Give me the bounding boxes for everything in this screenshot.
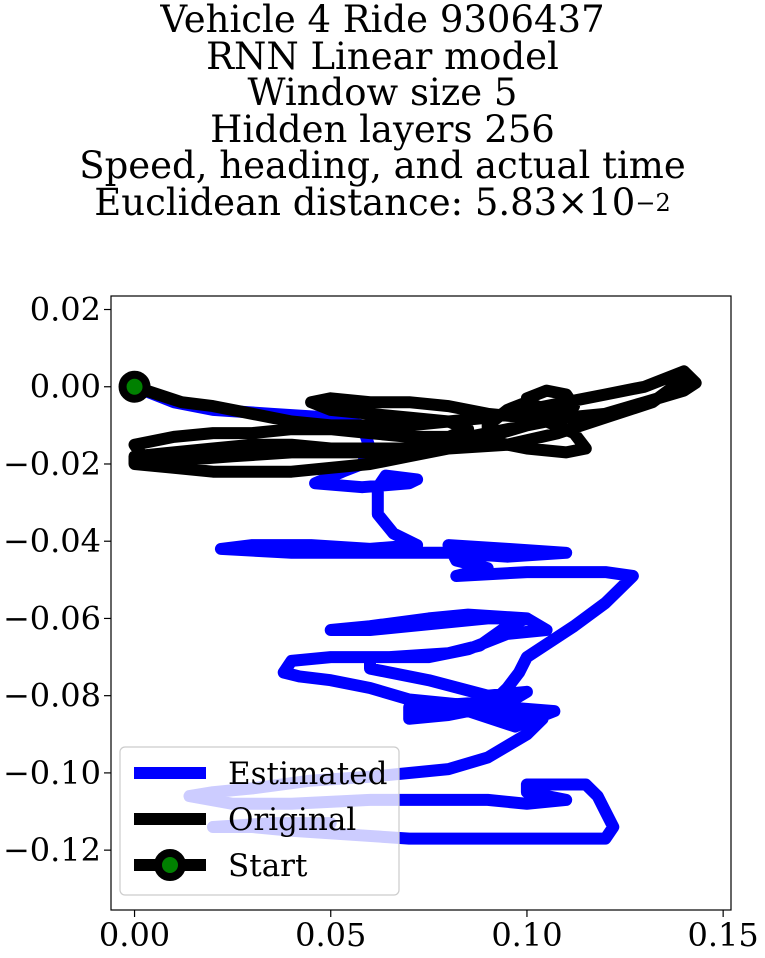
series-line-estimated bbox=[128, 380, 639, 845]
distance-times: × bbox=[557, 180, 589, 224]
y-tick-label: 0.00 bbox=[30, 368, 101, 406]
y-tick-label: 0.02 bbox=[30, 291, 101, 329]
y-tick-label: −0.08 bbox=[3, 677, 101, 715]
y-tick-label: −0.06 bbox=[3, 599, 101, 637]
ticks-layer: 0.00 0.05 0.10 0.15 0.02 0.00 −0.02 −0.04 −0.06 −… bbox=[3, 291, 759, 954]
legend-label-original: Original bbox=[228, 802, 356, 838]
title-line-vehicle: Vehicle 4 Ride 9306437 bbox=[160, 0, 605, 41]
distance-label: Euclidean distance: bbox=[94, 180, 475, 224]
y-tick-label: −0.02 bbox=[3, 445, 101, 483]
start-marker bbox=[118, 370, 151, 403]
title-line-distance: Euclidean distance: 5.83×10−2 bbox=[0, 184, 765, 226]
distance-exponent: −2 bbox=[635, 188, 671, 217]
title-line-features: Speed, heading, and actual time bbox=[79, 144, 686, 187]
distance-base: 10 bbox=[588, 180, 636, 224]
y-tick-label: −0.10 bbox=[3, 754, 101, 792]
legend: Estimated Original Start bbox=[119, 746, 400, 896]
series-layer bbox=[118, 365, 702, 845]
x-tick-label: 0.10 bbox=[491, 916, 562, 954]
legend-box bbox=[119, 746, 400, 896]
title-line-hidden-layers: Hidden layers 256 bbox=[210, 107, 555, 151]
y-tick-label: −0.04 bbox=[3, 522, 101, 560]
title-line-model: RNN Linear model bbox=[206, 34, 559, 78]
title-line-window: Window size 5 bbox=[247, 71, 518, 114]
x-tick-label: 0.15 bbox=[688, 916, 759, 954]
x-tick-label: 0.00 bbox=[99, 916, 170, 954]
plot-frame bbox=[110, 295, 732, 911]
y-tick-label: −0.12 bbox=[3, 831, 101, 869]
legend-label-estimated: Estimated bbox=[228, 756, 387, 792]
series-line-original bbox=[128, 365, 702, 478]
chart-title: Vehicle 4 Ride 9306437 RNN Linear model … bbox=[0, 0, 765, 226]
legend-label-start: Start bbox=[228, 848, 308, 884]
x-tick-label: 0.05 bbox=[295, 916, 366, 954]
distance-mantissa: 5.83 bbox=[474, 180, 558, 224]
legend-start-marker bbox=[154, 849, 186, 881]
